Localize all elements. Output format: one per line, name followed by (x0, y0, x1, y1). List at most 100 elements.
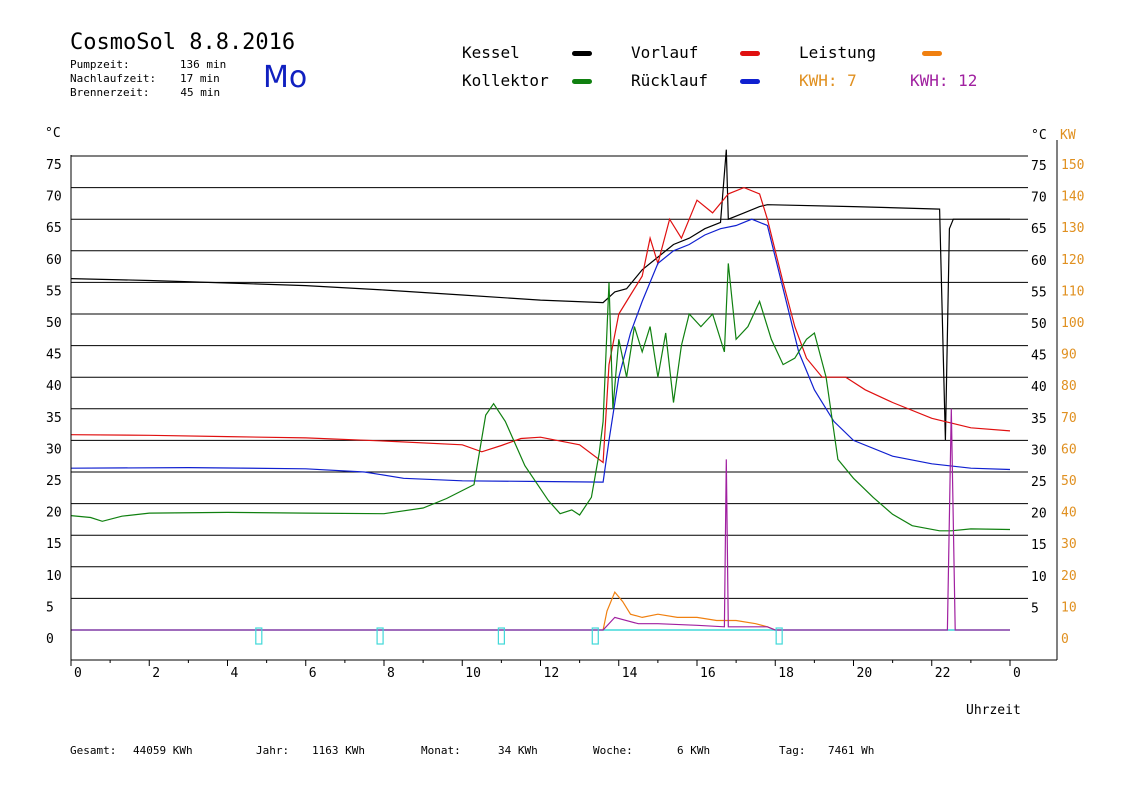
footer-gesamt-label: Gesamt: (70, 744, 117, 757)
legend-kessel-swatch (572, 51, 592, 56)
pumpzeit-value: 136 min (179, 58, 227, 71)
pump-marker-4 (775, 627, 783, 645)
y-tick-right-power-130: 130 (1061, 221, 1084, 236)
y-tick-right-power-90: 90 (1061, 348, 1077, 363)
legend-kwh12-label: KWH: 12 (910, 71, 978, 90)
x-tick-10: 20 (857, 666, 873, 681)
y-tick-right-temp-5: 5 (1031, 601, 1039, 616)
y-tick-left-10: 10 (46, 569, 62, 584)
legend-kwh7-label: KWH: 7 (799, 71, 857, 90)
footer-jahr-value: 1163 KWh (312, 744, 365, 757)
y-tick-right-temp-25: 25 (1031, 475, 1047, 490)
y-tick-left-55: 55 (46, 284, 62, 299)
y-tick-right-temp-15: 15 (1031, 538, 1047, 553)
y-tick-left-70: 70 (46, 190, 62, 205)
legend-kollektor-swatch (572, 79, 592, 84)
legend-kessel-label: Kessel (462, 43, 520, 62)
y-tick-right-power-80: 80 (1061, 379, 1077, 394)
y-tick-left-25: 25 (46, 474, 62, 489)
brennerzeit-value: 45 min (180, 86, 221, 99)
x-tick-4: 8 (387, 666, 395, 681)
y-tick-right-power-40: 40 (1061, 506, 1077, 521)
y-tick-right-power-120: 120 (1061, 253, 1084, 268)
x-tick-3: 6 (309, 666, 317, 681)
footer-woche-label: Woche: (593, 744, 633, 757)
y-unit-right-power: KW (1060, 128, 1076, 143)
series-line-kessel (70, 149, 1010, 441)
x-tick-5: 10 (465, 666, 481, 681)
pump-marker-2 (497, 627, 505, 645)
series-line-vorlauf (70, 186, 1011, 464)
weekday-label: Mo (263, 60, 308, 95)
y-tick-left-0: 0 (46, 632, 54, 647)
chart-title: CosmoSol 8.8.2016 (70, 30, 296, 55)
pumpzeit-label: Pumpzeit: (70, 58, 130, 71)
y-tick-left-20: 20 (46, 506, 62, 521)
y-unit-left: °C (45, 126, 61, 141)
x-tick-8: 16 (700, 666, 716, 681)
y-tick-right-power-110: 110 (1061, 284, 1084, 299)
y-tick-left-30: 30 (46, 442, 62, 457)
y-tick-right-temp-75: 75 (1031, 159, 1047, 174)
x-tick-7: 14 (622, 666, 638, 681)
y-tick-right-temp-70: 70 (1031, 191, 1047, 206)
y-tick-right-power-20: 20 (1061, 569, 1077, 584)
legend-kollektor-label: Kollektor (462, 71, 549, 90)
legend-vorlauf-label: Vorlauf (631, 43, 699, 62)
legend-vorlauf-swatch (740, 51, 760, 56)
y-tick-right-power-60: 60 (1061, 442, 1077, 457)
x-tick-12: 0 (1013, 666, 1021, 681)
y-tick-right-temp-60: 60 (1031, 254, 1047, 269)
y-tick-left-15: 15 (46, 537, 62, 552)
y-tick-right-power-70: 70 (1061, 411, 1077, 426)
y-tick-left-60: 60 (46, 253, 62, 268)
footer-monat-label: Monat: (421, 744, 461, 757)
y-tick-right-temp-55: 55 (1031, 285, 1047, 300)
x-tick-9: 18 (778, 666, 794, 681)
y-tick-right-temp-45: 45 (1031, 349, 1047, 364)
y-tick-right-power-100: 100 (1061, 316, 1084, 331)
x-axis-label: Uhrzeit (966, 703, 1021, 718)
y-tick-right-power-10: 10 (1061, 600, 1077, 615)
y-tick-right-power-150: 150 (1061, 158, 1084, 173)
x-tick-1: 2 (152, 666, 160, 681)
x-tick-11: 22 (935, 666, 951, 681)
y-unit-right-temp: °C (1031, 128, 1047, 143)
y-tick-left-50: 50 (46, 316, 62, 331)
footer-tag-value: 7461 Wh (828, 744, 875, 757)
y-tick-right-temp-35: 35 (1031, 412, 1047, 427)
y-tick-left-75: 75 (46, 158, 62, 173)
nachlaufzeit-label: Nachlaufzeit: (70, 72, 157, 85)
pump-marker-1 (376, 627, 384, 645)
footer-tag-label: Tag: (779, 744, 806, 757)
x-tick-2: 4 (231, 666, 239, 681)
nachlaufzeit-row: Nachlaufzeit: 17 min (70, 72, 220, 85)
legend-leistung-label: Leistung (799, 43, 877, 62)
brennerzeit-row: Brennerzeit: 45 min (70, 86, 220, 99)
y-tick-right-temp-40: 40 (1031, 380, 1047, 395)
y-tick-right-power-140: 140 (1061, 190, 1084, 205)
y-tick-left-5: 5 (46, 600, 54, 615)
power-line-leistung (602, 590, 776, 631)
nachlaufzeit-value: 17 min (179, 72, 220, 85)
y-tick-right-temp-20: 20 (1031, 507, 1047, 522)
power-line-kwh-12 (71, 408, 1010, 631)
footer-woche-value: 6 KWh (677, 744, 711, 757)
pump-marker-0 (255, 627, 263, 645)
series-line-r-cklauf (70, 218, 1011, 483)
footer-jahr-label: Jahr: (256, 744, 290, 757)
brennerzeit-label: Brennerzeit: (70, 86, 150, 99)
pump-marker-3 (591, 627, 599, 645)
y-tick-right-temp-50: 50 (1031, 317, 1047, 332)
y-tick-right-temp-65: 65 (1031, 222, 1047, 237)
footer-gesamt-value: 44059 KWh (133, 744, 193, 757)
legend-ruecklauf-swatch (740, 79, 760, 84)
y-tick-left-65: 65 (46, 221, 62, 236)
legend-leistung-swatch (922, 51, 942, 56)
y-tick-left-45: 45 (46, 348, 62, 363)
y-tick-right-temp-30: 30 (1031, 443, 1047, 458)
y-tick-right-power-0: 0 (1061, 632, 1069, 647)
footer-monat-value: 34 KWh (498, 744, 538, 757)
legend-ruecklauf-label: Rücklauf (631, 71, 709, 90)
